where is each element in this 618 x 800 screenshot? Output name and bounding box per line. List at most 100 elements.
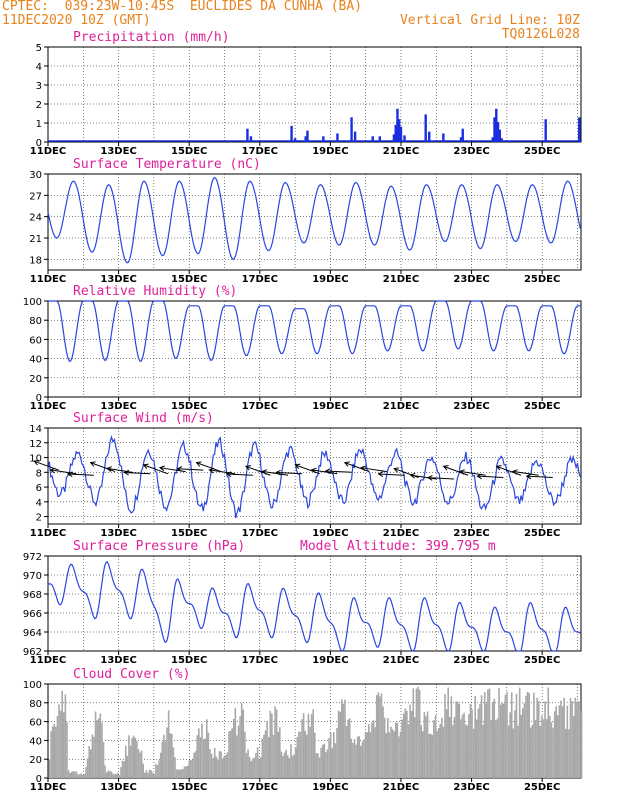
cloud-bar-124 bbox=[245, 753, 248, 778]
cloud-bar-80 bbox=[175, 769, 178, 778]
cloud-bar-290 bbox=[509, 712, 511, 778]
cloud-bar-185 bbox=[342, 703, 345, 778]
wind-arrow-head-20 bbox=[377, 471, 384, 478]
precip-bar-16 bbox=[399, 126, 403, 142]
ytick-label-0-5: 5 bbox=[36, 43, 42, 54]
cloud-bar-130 bbox=[255, 752, 257, 778]
cloud-bar-60 bbox=[144, 772, 146, 778]
cloud-bar-50 bbox=[128, 735, 130, 778]
cloud-bar-154 bbox=[293, 754, 295, 778]
wind-arrow-head-1 bbox=[49, 467, 56, 474]
precip-bar-24 bbox=[493, 117, 496, 142]
ytick-label-5-5: 100 bbox=[23, 680, 42, 691]
cloud-bar-42 bbox=[115, 773, 118, 778]
xtick-label-3-1: 13DEC bbox=[100, 528, 136, 539]
series-line-4 bbox=[47, 561, 581, 652]
cloud-bar-264 bbox=[468, 714, 470, 778]
cloud-bar-251 bbox=[447, 687, 449, 778]
xtick-label-4-4: 19DEC bbox=[312, 655, 348, 666]
cloud-bar-243 bbox=[434, 715, 437, 778]
wind-arrow-shaft-27 bbox=[496, 465, 522, 476]
xtick-label-4-2: 15DEC bbox=[171, 655, 207, 666]
precip-bar-28 bbox=[500, 138, 503, 142]
cloud-bar-5 bbox=[56, 715, 59, 778]
ytick-label-3-6: 14 bbox=[29, 424, 42, 435]
cloud-bar-97 bbox=[202, 739, 205, 778]
cloud-bar-148 bbox=[283, 752, 286, 778]
wind-arrow-head-17 bbox=[324, 468, 331, 475]
cloud-bar-256 bbox=[455, 701, 457, 778]
cloud-bar-163 bbox=[307, 713, 310, 778]
wind-arrow-head-14 bbox=[275, 469, 281, 476]
cloud-bar-99 bbox=[205, 719, 208, 778]
cloud-bar-204 bbox=[372, 720, 375, 778]
cloud-bar-189 bbox=[348, 718, 351, 778]
cloud-bar-241 bbox=[431, 734, 434, 778]
precip-bar-3 bbox=[293, 138, 297, 142]
cloud-bar-263 bbox=[466, 725, 469, 778]
panel-frame-3 bbox=[47, 427, 582, 525]
precip-bar-2 bbox=[290, 125, 293, 142]
panel-frame-1 bbox=[47, 173, 582, 271]
panel-title-3: Surface Wind (m/s) bbox=[73, 411, 214, 426]
xtick-label-5-4: 19DEC bbox=[312, 782, 348, 793]
wind-arrow-head-0 bbox=[33, 459, 40, 466]
cloud-bar-247 bbox=[441, 717, 443, 778]
cloud-bar-265 bbox=[469, 703, 472, 778]
wind-arrow-head-18 bbox=[343, 461, 350, 467]
cloud-bar-203 bbox=[371, 722, 373, 778]
cloud-bar-213 bbox=[387, 718, 389, 778]
cloud-bar-283 bbox=[498, 687, 500, 778]
xtick-label-0-7: 25DEC bbox=[524, 146, 560, 157]
cloud-bar-227 bbox=[409, 704, 411, 778]
header-model-id: TQ0126L028 bbox=[501, 27, 580, 42]
precip-bar-29 bbox=[544, 119, 547, 142]
xtick-label-5-6: 23DEC bbox=[453, 782, 489, 793]
wind-arrow-head-29 bbox=[525, 473, 532, 480]
cloud-bar-90 bbox=[191, 759, 194, 778]
cloud-bar-51 bbox=[129, 745, 132, 778]
precip-bar-23 bbox=[491, 137, 494, 142]
cloud-bar-179 bbox=[333, 732, 335, 778]
wind-arrow-head-15 bbox=[294, 463, 301, 469]
cloud-bar-73 bbox=[164, 741, 167, 778]
cloud-bar-245 bbox=[437, 728, 440, 778]
cloud-bar-229 bbox=[412, 688, 415, 778]
wind-arrow-head-6 bbox=[142, 463, 149, 469]
cloud-bar-92 bbox=[194, 751, 197, 778]
cloud-bar-200 bbox=[366, 732, 368, 778]
cloud-bar-183 bbox=[339, 711, 341, 778]
xtick-label-1-6: 23DEC bbox=[453, 274, 489, 285]
panel-title-0: Precipitation (mm/h) bbox=[73, 30, 230, 45]
xtick-label-1-0: 11DEC bbox=[30, 274, 66, 285]
cloud-bar-145 bbox=[279, 727, 281, 778]
xtick-label-4-5: 21DEC bbox=[383, 655, 419, 666]
xtick-label-2-5: 21DEC bbox=[383, 401, 419, 412]
xtick-label-3-5: 21DEC bbox=[383, 528, 419, 539]
cloud-bar-306 bbox=[534, 720, 537, 778]
cloud-bar-244 bbox=[436, 731, 438, 778]
wind-arrow-head-12 bbox=[244, 465, 251, 471]
wind-arrow-shaft-26 bbox=[477, 475, 504, 478]
xtick-label-3-4: 19DEC bbox=[312, 528, 348, 539]
wind-arrow-head-2 bbox=[66, 471, 73, 478]
cloud-bar-149 bbox=[285, 749, 287, 778]
wind-arrow-head-3 bbox=[89, 461, 96, 467]
cloud-bar-79 bbox=[174, 757, 176, 778]
xtick-label-1-3: 17DEC bbox=[242, 274, 278, 285]
cloud-bar-289 bbox=[507, 725, 510, 778]
cloud-bar-178 bbox=[331, 748, 334, 778]
cloud-bar-122 bbox=[242, 709, 245, 778]
cloud-bar-44 bbox=[118, 774, 121, 778]
cloud-bar-180 bbox=[334, 743, 337, 778]
cloud-bar-160 bbox=[302, 713, 305, 778]
cloud-bar-48 bbox=[124, 745, 127, 778]
cloud-bar-63 bbox=[148, 769, 151, 778]
ytick-label-4-3: 968 bbox=[23, 590, 42, 601]
ytick-label-0-4: 4 bbox=[36, 62, 42, 73]
cloud-bar-320 bbox=[556, 715, 559, 778]
cloud-bar-187 bbox=[345, 725, 348, 778]
cloud-bar-168 bbox=[315, 753, 318, 778]
series-line-2 bbox=[48, 300, 581, 362]
